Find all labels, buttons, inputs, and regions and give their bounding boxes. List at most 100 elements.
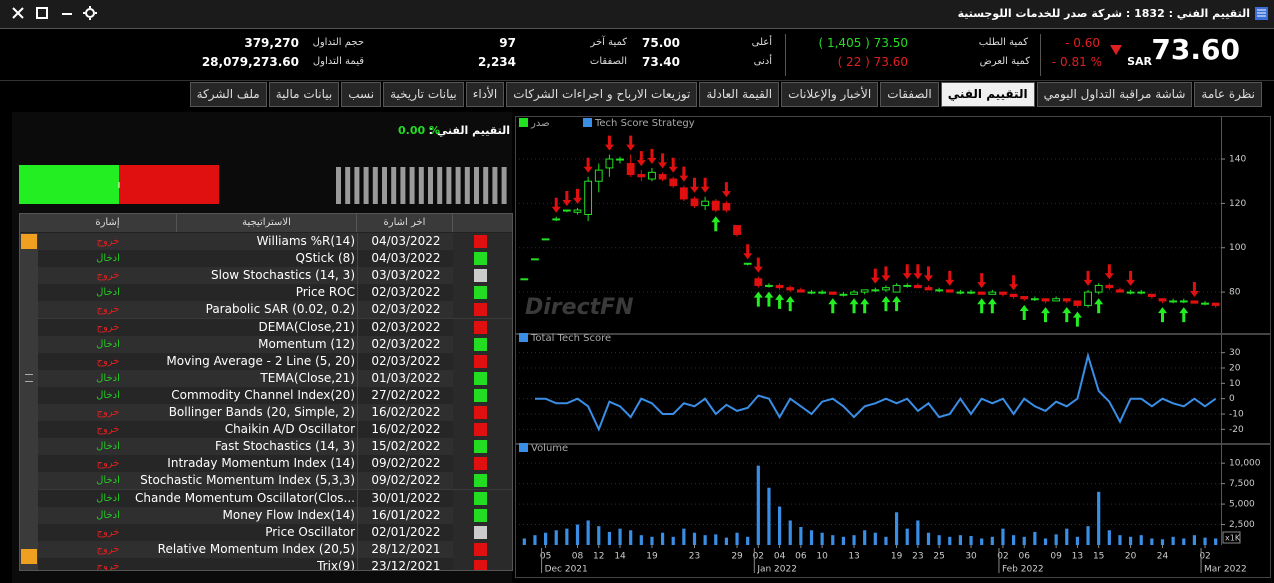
table-row[interactable]: خروج Williams %R(14) 04/03/2022: [20, 233, 512, 251]
candle-body: [818, 291, 827, 294]
settings-icon[interactable]: [85, 8, 95, 18]
table-row[interactable]: ادخال Momentum (12) 02/03/2022: [20, 335, 512, 354]
sell-arrow: [945, 270, 955, 286]
date-cell: 04/03/2022: [357, 250, 455, 268]
close-icon[interactable]: [12, 7, 24, 19]
x-tick-label: 09: [1050, 552, 1062, 562]
volume-bar: [1128, 536, 1133, 545]
date-cell: 27/02/2022: [357, 386, 455, 404]
volume-bar: [650, 536, 654, 545]
quote-value: 28,079,273.60: [201, 55, 299, 69]
quote-ask-label: كمية العرض: [979, 56, 1030, 67]
strategy-cell: Slow Stochastics (14, 3): [211, 268, 355, 283]
candle-body: [584, 180, 593, 215]
tab[interactable]: بيانات تاريخية: [383, 82, 464, 107]
signal-cell: خروج: [96, 236, 120, 247]
buy-arrow: [1062, 307, 1072, 323]
table-row[interactable]: خروج Chaikin A/D Oscillator 16/02/2022: [20, 421, 512, 440]
x-tick-label: 23: [912, 552, 923, 562]
gauge-stripe: [501, 167, 507, 204]
signal-cell: ادخال: [96, 492, 120, 504]
table-row[interactable]: ادخال Commodity Channel Index(20) 27/02/20…: [20, 386, 512, 405]
candle-body: [977, 291, 986, 295]
tab[interactable]: نسب: [341, 82, 382, 107]
table-row[interactable]: ادخال Chande Momentum Oscillator(Clos... 3…: [20, 489, 512, 508]
candle-body: [765, 284, 773, 287]
table-row[interactable]: ادخال Money Flow Index(14) 16/01/2022: [20, 506, 512, 525]
table-row[interactable]: ادخال Price ROC 02/03/2022: [20, 284, 512, 303]
candle-body: [860, 289, 869, 293]
buy-arrow: [764, 291, 774, 307]
volume-bar: [522, 538, 526, 545]
sell-arrow: [753, 257, 763, 273]
table-row[interactable]: خروج Relative Momentum Index (20,5) 28/12/…: [20, 540, 512, 559]
table-row[interactable]: خروج DEMA(Close,21) 02/03/2022: [20, 318, 512, 337]
legend-label: Volume: [531, 443, 568, 454]
quote-value-label: قيمة التداول: [312, 56, 364, 67]
table-row[interactable]: خروج Price Oscillator 02/01/2022: [20, 523, 512, 542]
volume-bar: [565, 528, 569, 545]
volume-bar: [682, 528, 686, 545]
table-row[interactable]: خروج Moving Average - 2 Line (5, 20) 02/03…: [20, 352, 512, 371]
scroll-down[interactable]: [21, 549, 37, 564]
signal-color: [474, 491, 487, 505]
tab[interactable]: الأخبار والإعلانات: [781, 82, 879, 107]
buy-arrow: [881, 296, 891, 312]
signal-cell: خروج: [96, 526, 120, 538]
quote-last-qty: 97: [499, 36, 516, 50]
sell-arrow: [583, 157, 593, 173]
table-row[interactable]: خروج Intraday Momentum Index (14) 09/02/20…: [20, 455, 512, 474]
signal-color: [474, 474, 487, 488]
candle-body: [882, 287, 890, 291]
table-row[interactable]: خروج Slow Stochastics (14, 3) 03/03/2022: [20, 267, 512, 286]
signal-cell: خروج: [96, 270, 120, 282]
tab[interactable]: توزيعات الارباح و اجراءات الشركات: [506, 82, 698, 107]
candle-body: [573, 209, 582, 213]
table-row[interactable]: خروج Bollinger Bands (20, Simple, 2) 16/02…: [20, 404, 512, 422]
table-row[interactable]: ادخال Stochastic Momentum Index (5,3,3) 09…: [20, 472, 512, 491]
signal-cell: خروج: [96, 304, 120, 316]
volume-bar: [756, 465, 760, 545]
volume-bar: [767, 487, 771, 545]
y-tick-label: 10,000: [1229, 459, 1261, 469]
volume-bar: [863, 530, 867, 545]
table-row[interactable]: خروج Parabolic SAR (0.02, 0.2) 02/03/2022: [20, 301, 512, 320]
date-cell: 15/02/2022: [357, 438, 455, 456]
strategy-cell: Parabolic SAR (0.02, 0.2): [205, 302, 355, 317]
tab[interactable]: الأداء: [465, 82, 505, 107]
table-row[interactable]: خروج Trix(9) 23/12/2021: [20, 557, 512, 570]
table-row[interactable]: ادخال TEMA(Close,21) 01/03/2022: [20, 369, 512, 388]
date-cell: 02/03/2022: [357, 301, 455, 319]
legend-label: Total Tech Score: [530, 333, 611, 344]
candle-body: [967, 291, 975, 294]
quote-high-label: أعلى: [751, 37, 772, 48]
gauge-stripe: [345, 167, 351, 204]
volume-bar: [586, 520, 590, 545]
tab[interactable]: شاشة مراقبة التداول اليومي: [1036, 82, 1193, 107]
tab[interactable]: القيمة العادلة: [699, 82, 780, 107]
signal-color: [474, 320, 487, 334]
buy-arrow: [977, 298, 987, 314]
candle-body: [648, 171, 656, 180]
date-cell: 09/02/2022: [357, 472, 455, 490]
volume-bar: [916, 520, 920, 545]
strategy-cell: Stochastic Momentum Index (5,3,3): [140, 473, 355, 488]
tab[interactable]: التقييم الفني: [940, 82, 1035, 107]
candle-body: [701, 200, 710, 207]
legend-swatch: [519, 333, 528, 342]
restore-icon[interactable]: [36, 7, 48, 19]
scrollbar[interactable]: [20, 233, 38, 570]
strategy-cell: DEMA(Close,21): [258, 319, 355, 334]
tab[interactable]: ملف الشركة: [189, 82, 267, 107]
scroll-up[interactable]: [21, 234, 37, 249]
score-line: [535, 351, 1217, 432]
tab[interactable]: الصفقات: [880, 82, 939, 107]
strategy-cell: Commodity Channel Index(20): [171, 387, 355, 402]
table-row[interactable]: ادخال QStick (8) 04/03/2022: [20, 250, 512, 269]
date-cell: 09/02/2022: [357, 455, 455, 473]
legend-label: Tech Score Strategy: [594, 118, 695, 129]
tab[interactable]: بيانات مالية: [268, 82, 340, 107]
signal-cell: خروج: [96, 407, 120, 418]
tab[interactable]: نظرة عامة: [1194, 82, 1262, 107]
table-row[interactable]: ادخال Fast Stochastics (14, 3) 15/02/2022: [20, 438, 512, 457]
